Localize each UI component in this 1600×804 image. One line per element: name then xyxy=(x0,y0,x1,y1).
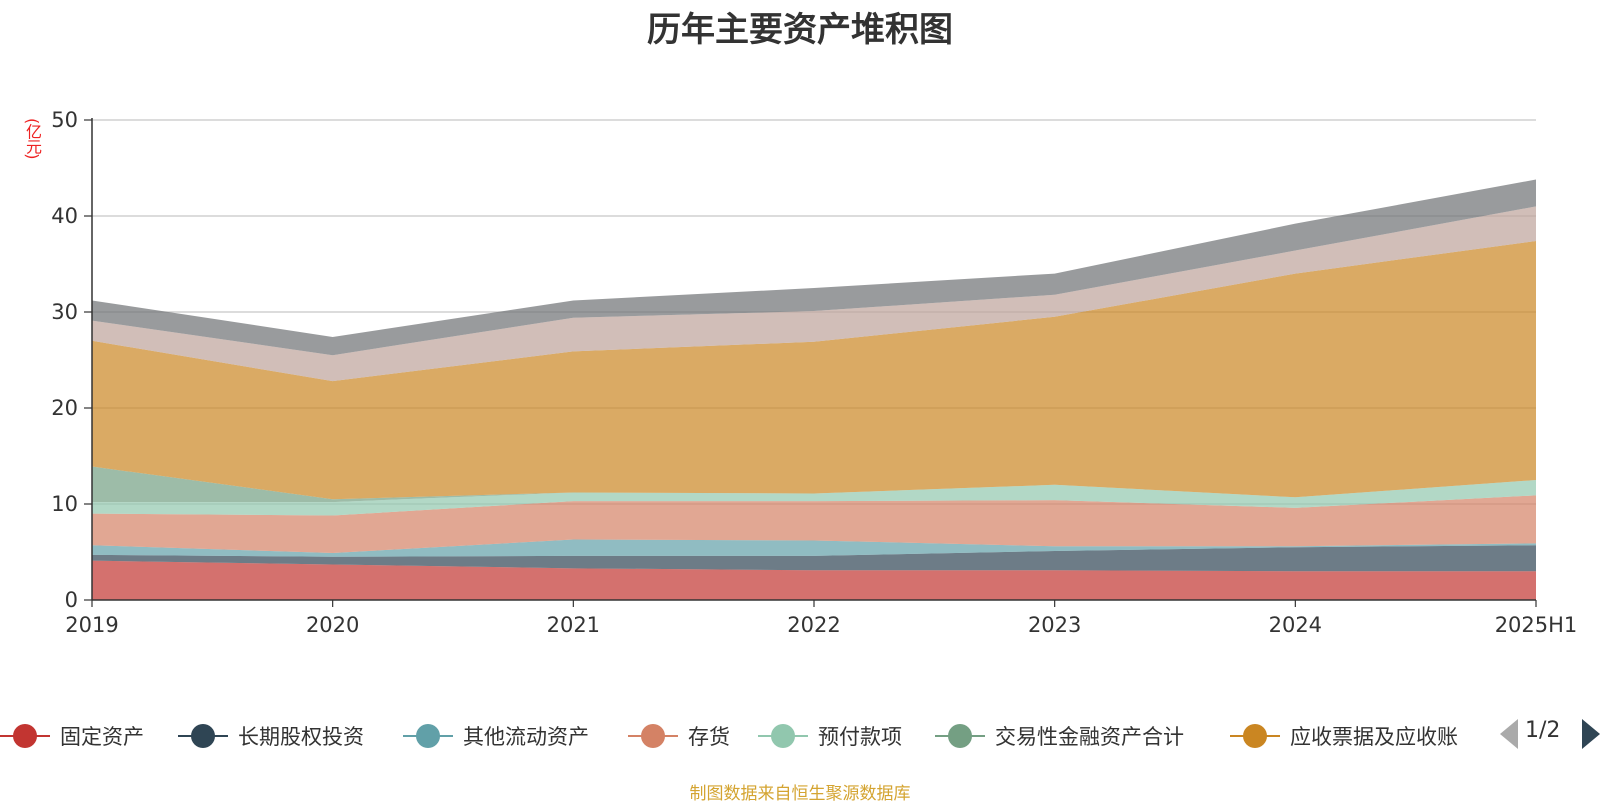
legend-marker-icon xyxy=(178,724,228,748)
legend-item[interactable]: 长期股权投资 xyxy=(178,716,364,756)
legend-marker-icon xyxy=(403,724,453,748)
y-tick-label: 10 xyxy=(51,492,78,516)
legend: 固定资产 长期股权投资 其他流动资产 存货 预付款项 交易性金融资产合计 应收票据及应收账 xyxy=(0,716,1600,756)
legend-item[interactable]: 其他流动资产 xyxy=(403,716,589,756)
stacked-area-chart: 0 10 20 30 40 50 2019 2020 2021 2022 2023 2024 2025H… xyxy=(51,108,1577,637)
x-tick-label: 2023 xyxy=(1028,613,1081,637)
area-series-3[interactable] xyxy=(92,539,1536,557)
legend-label: 固定资产 xyxy=(60,725,144,749)
data-source-note: 制图数据来自恒生聚源数据库 xyxy=(689,784,911,804)
legend-label: 长期股权投资 xyxy=(238,725,364,749)
legend-item[interactable]: 应收票据及应收账 xyxy=(1230,716,1458,756)
area-series-7[interactable] xyxy=(92,240,1536,500)
legend-prev-page-icon[interactable] xyxy=(1500,719,1518,749)
area-series-8[interactable] xyxy=(92,206,1536,382)
y-tick-label: 50 xyxy=(51,108,78,132)
legend-marker-icon xyxy=(628,724,678,748)
legend-label: 其他流动资产 xyxy=(463,725,589,749)
y-axis-unit-label: (亿元) xyxy=(23,118,42,159)
x-tick-label: 2021 xyxy=(547,613,600,637)
legend-item[interactable]: 存货 xyxy=(628,716,730,756)
x-tick-label: 2020 xyxy=(306,613,359,637)
legend-item[interactable]: 预付款项 xyxy=(758,716,902,756)
legend-marker-icon xyxy=(1230,724,1280,748)
chart-title: 历年主要资产堆积图 xyxy=(647,10,953,50)
legend-item[interactable]: 固定资产 xyxy=(0,716,144,756)
tick-labels: 0 10 20 30 40 50 2019 2020 2021 2022 2023 2024 2025H… xyxy=(51,108,1577,637)
legend-label: 预付款项 xyxy=(818,725,902,749)
legend-next-page-icon[interactable] xyxy=(1582,719,1600,749)
legend-item[interactable]: 交易性金融资产合计 xyxy=(935,716,1184,756)
area-series-5[interactable] xyxy=(92,480,1536,516)
y-tick-label: 30 xyxy=(51,300,78,324)
area-series-9[interactable] xyxy=(92,179,1536,356)
x-tick-label: 2022 xyxy=(787,613,840,637)
legend-marker-icon xyxy=(935,724,985,748)
legend-label: 交易性金融资产合计 xyxy=(995,725,1184,749)
legend-marker-icon xyxy=(758,724,808,748)
area-series-1[interactable] xyxy=(92,560,1536,600)
area-series-4[interactable] xyxy=(92,495,1536,553)
x-tick-label: 2019 xyxy=(65,613,118,637)
legend-label: 存货 xyxy=(688,725,730,749)
y-tick-label: 40 xyxy=(51,204,78,228)
area-series-6[interactable] xyxy=(92,466,1536,503)
x-tick-label: 2024 xyxy=(1269,613,1322,637)
y-tick-label: 20 xyxy=(51,396,78,420)
legend-marker-icon xyxy=(0,724,50,748)
y-tick-label: 0 xyxy=(65,588,78,612)
legend-page-indicator: 1/2 xyxy=(1525,718,1561,743)
legend-label: 应收票据及应收账 xyxy=(1290,725,1458,749)
area-series-layer xyxy=(92,179,1536,600)
x-tick-label: 2025H1 xyxy=(1495,613,1578,637)
area-series-2[interactable] xyxy=(92,545,1536,572)
axes xyxy=(84,118,1537,607)
